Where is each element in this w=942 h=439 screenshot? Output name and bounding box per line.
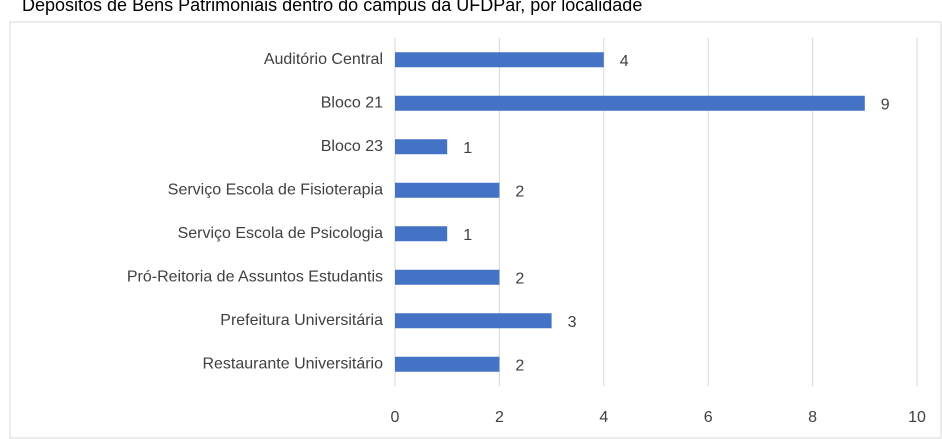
y-tick-label: Serviço Escola de Fisioterapia: [168, 181, 383, 198]
y-tick-label: Auditório Central: [264, 51, 383, 68]
bar: [395, 182, 500, 198]
bar: [395, 226, 448, 242]
y-tick-label: Prefeitura Universitária: [220, 312, 383, 329]
y-tick-label: Bloco 23: [321, 138, 383, 155]
x-tick-label: 6: [704, 409, 713, 426]
data-label: 2: [515, 183, 524, 200]
bar: [395, 139, 448, 155]
data-label: 2: [515, 357, 524, 374]
x-tick-label: 4: [599, 409, 608, 426]
x-tick-label: 10: [908, 409, 926, 426]
y-tick-label: Restaurante Universitário: [202, 355, 383, 372]
data-label: 3: [568, 314, 577, 331]
x-tick-label: 2: [495, 409, 504, 426]
data-label: 1: [463, 140, 472, 157]
bar: [395, 269, 500, 285]
x-tick-label: 8: [808, 409, 817, 426]
chart-frame: [9, 21, 942, 439]
data-label: 9: [881, 96, 890, 113]
y-tick-label: Pró-Reitoria de Assuntos Estudantis: [127, 268, 383, 285]
bar: [395, 313, 552, 329]
y-tick-label: Bloco 21: [321, 94, 383, 111]
bar: [395, 95, 865, 111]
bar: [395, 356, 500, 372]
chart-title: Depósitos de Bens Patrimoniais dentro do…: [22, 0, 642, 15]
data-label: 2: [515, 270, 524, 287]
data-label: 1: [463, 227, 472, 244]
data-label: 4: [620, 53, 629, 70]
x-tick-label: 0: [391, 409, 400, 426]
y-tick-label: Serviço Escola de Psicologia: [178, 225, 384, 242]
bar: [395, 52, 604, 68]
